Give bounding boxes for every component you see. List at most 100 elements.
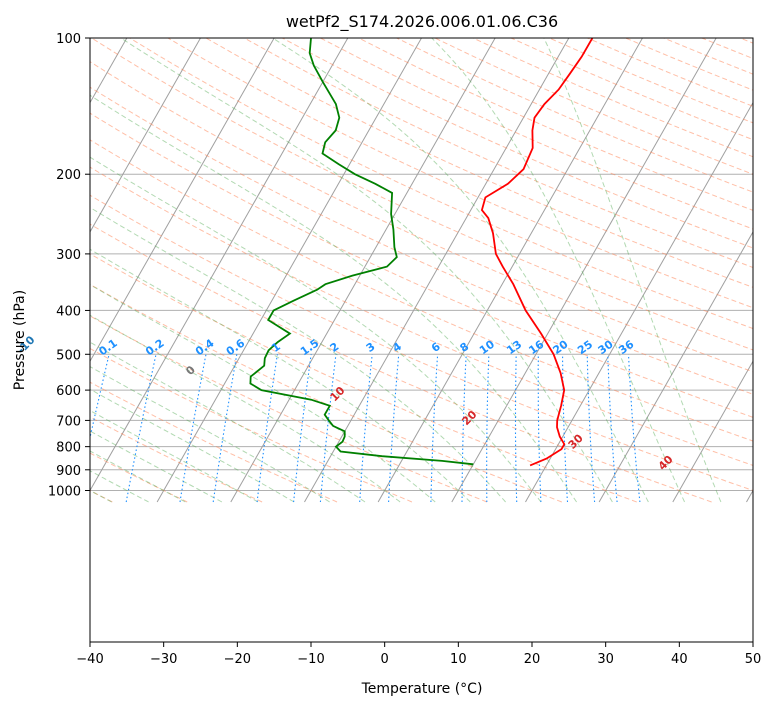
x-tick-label: 40 <box>671 652 688 667</box>
mixing-ratio-line <box>486 354 490 502</box>
dry-adiabat-line <box>624 38 753 91</box>
y-tick-label: 200 <box>56 168 81 183</box>
dry-adiabat-line <box>662 38 753 75</box>
dry-adiabat-line <box>763 17 775 502</box>
y-axis-ticks: 100 200 300 400 500 600 700 800 900 1000 <box>48 32 90 500</box>
x-tick-label: 0 <box>381 652 389 667</box>
mixing-ratio-label: 0.1 <box>96 337 119 359</box>
moist-adiabat-line <box>543 38 722 503</box>
isotherm-line <box>230 38 496 503</box>
mixing-ratio-line <box>514 354 518 502</box>
mixing-ratio-label: 1.5 <box>298 337 321 359</box>
y-tick-label: 300 <box>56 248 81 263</box>
x-tick-label: −20 <box>224 652 251 667</box>
moist-adiabat-label: 30 <box>566 431 586 451</box>
dry-adiabat-line <box>90 347 413 503</box>
mixing-ratio-label: 6 <box>429 340 443 355</box>
moist-adiabat-line <box>90 284 436 503</box>
x-axis-label: Temperature (°C) <box>361 681 483 697</box>
mixing-ratio-line <box>90 354 110 440</box>
dewpoint-line <box>249 38 474 466</box>
moist-adiabat-line <box>90 94 578 503</box>
mixing-ratio-line <box>430 354 439 503</box>
dry-adiabat-line <box>281 38 753 249</box>
dry-adiabat-line <box>319 38 753 230</box>
y-tick-label: 600 <box>56 384 81 399</box>
moist-adiabat-label: 0 <box>183 363 198 378</box>
isotherm-line <box>90 38 202 233</box>
moist-adiabats <box>90 38 722 503</box>
y-tick-label: 900 <box>56 464 81 479</box>
x-tick-label: 10 <box>450 652 467 667</box>
isotherm-line <box>156 38 423 503</box>
mixing-ratio-line <box>627 354 641 503</box>
y-tick-label: 400 <box>56 304 81 319</box>
dry-adiabat-line <box>0 17 37 502</box>
mixing-ratio-line <box>461 354 467 502</box>
in-plot-labels: 0.10.20.40.611.52346810131620253036-100-… <box>14 333 676 473</box>
x-tick-label: 20 <box>524 652 541 667</box>
isotherm-line <box>90 38 349 492</box>
mixing-ratio-line <box>293 354 312 503</box>
dry-adiabat-line <box>90 194 753 492</box>
y-tick-label: 100 <box>56 32 81 47</box>
pressure-gridlines <box>90 38 753 491</box>
chart-title: wetPf2_S174.2026.006.01.06.C36 <box>286 12 558 32</box>
x-tick-label: −40 <box>76 652 103 667</box>
mixing-ratio-label: 1 <box>269 340 283 355</box>
mixing-ratio-line <box>537 354 542 503</box>
mixing-ratio-label: 4 <box>390 340 404 355</box>
isotherm-line <box>598 230 753 503</box>
isotherm-line <box>90 38 128 104</box>
mixing-ratio-line <box>125 354 157 503</box>
y-tick-label: 1000 <box>48 485 81 500</box>
mixing-ratio-line <box>212 354 238 503</box>
moist-adiabat-line <box>90 248 471 503</box>
moist-adiabat-line <box>90 156 542 503</box>
x-axis-ticks: −40 −30 −20 −10 0 10 20 30 40 50 <box>76 642 761 667</box>
moist-adiabat-line <box>90 409 259 503</box>
moist-adiabat-line <box>431 38 685 503</box>
isotherm-line <box>672 360 753 503</box>
dry-adiabat-line <box>90 166 753 466</box>
isotherm-line <box>304 38 570 503</box>
dry-adiabat-line <box>90 283 562 503</box>
mixing-ratio-line <box>319 354 337 503</box>
plot-frame <box>89 37 754 643</box>
dry-adiabat-line <box>90 452 188 503</box>
dry-adiabat-line <box>726 17 775 502</box>
dry-adiabat-line <box>90 38 753 351</box>
isotherms <box>90 38 753 503</box>
moist-adiabat-line <box>90 314 401 503</box>
dry-adiabats <box>0 17 775 503</box>
moist-adiabat-line <box>90 206 506 503</box>
mixing-ratio-label: 0.4 <box>193 336 217 358</box>
dry-adiabat-line <box>90 61 753 373</box>
moist-adiabat-line <box>90 341 366 503</box>
dry-adiabat-line <box>90 139 753 442</box>
dry-adiabat-line <box>548 38 753 124</box>
y-tick-label: 500 <box>56 348 81 363</box>
x-tick-label: 50 <box>745 652 762 667</box>
dry-adiabat-line <box>90 416 263 503</box>
x-tick-label: 30 <box>597 652 614 667</box>
moist-adiabat-line <box>119 38 613 503</box>
mixing-ratio-line <box>388 354 400 503</box>
mixing-ratio-label: 0.6 <box>224 336 248 358</box>
moist-adiabat-line <box>90 366 330 503</box>
moist-adiabat-line <box>90 450 186 503</box>
dry-adiabat-line <box>90 223 712 503</box>
isotherm-line <box>746 489 753 503</box>
sounding-series <box>249 38 594 467</box>
dry-adiabat-line <box>471 38 753 158</box>
mixing-ratio-line <box>586 354 596 503</box>
moist-adiabat-line <box>271 38 649 503</box>
mixing-ratio-lines <box>90 354 641 503</box>
dry-adiabat-line <box>509 38 753 141</box>
mixing-ratio-line <box>607 354 618 503</box>
mixing-ratio-line <box>256 354 278 503</box>
dry-adiabat-line <box>738 38 753 44</box>
y-tick-label: 800 <box>56 441 81 456</box>
isotherm-line <box>525 101 753 503</box>
